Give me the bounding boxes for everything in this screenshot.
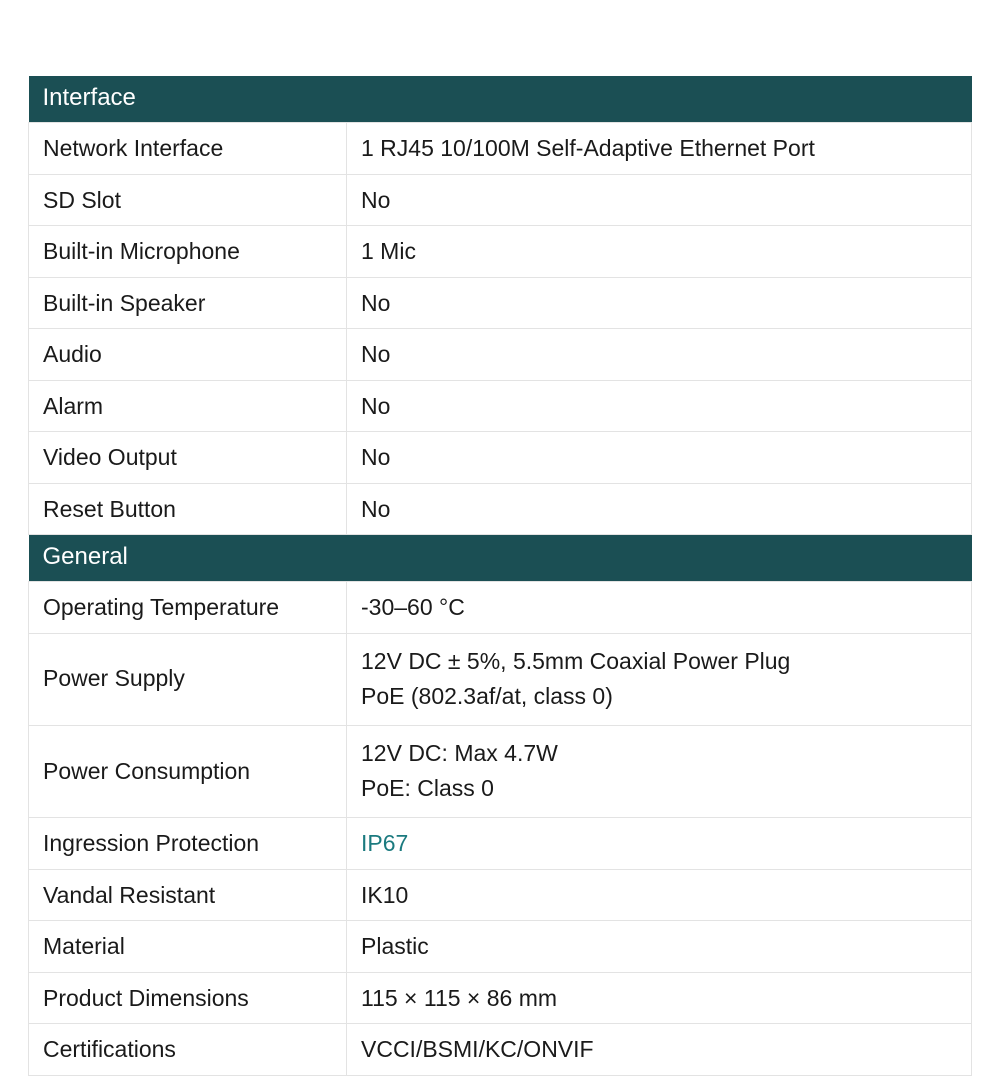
spec-value: No [347, 380, 972, 432]
spec-label: Power Consumption [29, 725, 347, 817]
table-row: Power Consumption 12V DC: Max 4.7W PoE: … [29, 725, 972, 817]
spec-value: No [347, 277, 972, 329]
spec-label: Operating Temperature [29, 582, 347, 634]
table-row: Product Dimensions 115 × 115 × 86 mm [29, 972, 972, 1024]
table-row: Ingression Protection IP67 [29, 818, 972, 870]
table-row: Built-in Speaker No [29, 277, 972, 329]
spec-value: No [347, 432, 972, 484]
table-row: Built-in Microphone 1 Mic [29, 226, 972, 278]
table-row: Alarm No [29, 380, 972, 432]
table-row: SD Slot No [29, 174, 972, 226]
spec-value: 12V DC: Max 4.7W PoE: Class 0 [347, 725, 972, 817]
spec-value: -30–60 °C [347, 582, 972, 634]
spec-label: Audio [29, 329, 347, 381]
section-title: General [29, 535, 972, 582]
spec-label: Built-in Speaker [29, 277, 347, 329]
spec-label: Certifications [29, 1024, 347, 1076]
spec-value: IP67 [347, 818, 972, 870]
ip-rating-link[interactable]: IP67 [361, 830, 408, 856]
table-row: Material Plastic [29, 921, 972, 973]
spec-value-line: PoE: Class 0 [361, 775, 494, 801]
spec-label: Product Dimensions [29, 972, 347, 1024]
spec-value-line: 12V DC: Max 4.7W [361, 740, 558, 766]
spec-label: Reset Button [29, 483, 347, 535]
spec-value: Plastic [347, 921, 972, 973]
spec-value: 1 Mic [347, 226, 972, 278]
table-row: Reset Button No [29, 483, 972, 535]
spec-value-line: 12V DC ± 5%, 5.5mm Coaxial Power Plug [361, 648, 790, 674]
spec-value: No [347, 174, 972, 226]
table-row: Operating Temperature -30–60 °C [29, 582, 972, 634]
spec-value-line: PoE (802.3af/at, class 0) [361, 683, 613, 709]
spec-label: Vandal Resistant [29, 869, 347, 921]
spec-label: Power Supply [29, 633, 347, 725]
spec-value: No [347, 483, 972, 535]
spec-label: Alarm [29, 380, 347, 432]
spec-label: Built-in Microphone [29, 226, 347, 278]
spec-value: 115 × 115 × 86 mm [347, 972, 972, 1024]
spec-label: SD Slot [29, 174, 347, 226]
spec-value: IK10 [347, 869, 972, 921]
section-header-general: General [29, 535, 972, 582]
table-row: Network Interface 1 RJ45 10/100M Self-Ad… [29, 123, 972, 175]
spec-value: 12V DC ± 5%, 5.5mm Coaxial Power Plug Po… [347, 633, 972, 725]
spec-label: Network Interface [29, 123, 347, 175]
table-row: Video Output No [29, 432, 972, 484]
spec-value: No [347, 329, 972, 381]
table-row: Vandal Resistant IK10 [29, 869, 972, 921]
spec-value: VCCI/BSMI/KC/ONVIF [347, 1024, 972, 1076]
table-row: Power Supply 12V DC ± 5%, 5.5mm Coaxial … [29, 633, 972, 725]
spec-label: Video Output [29, 432, 347, 484]
spec-label: Ingression Protection [29, 818, 347, 870]
table-row: Certifications VCCI/BSMI/KC/ONVIF [29, 1024, 972, 1076]
spec-value: 1 RJ45 10/100M Self-Adaptive Ethernet Po… [347, 123, 972, 175]
spec-label: Material [29, 921, 347, 973]
table-row: Audio No [29, 329, 972, 381]
section-header-interface: Interface [29, 76, 972, 123]
spec-table: Interface Network Interface 1 RJ45 10/10… [28, 76, 972, 1076]
spec-sheet: Interface Network Interface 1 RJ45 10/10… [0, 0, 1000, 1000]
section-title: Interface [29, 76, 972, 123]
